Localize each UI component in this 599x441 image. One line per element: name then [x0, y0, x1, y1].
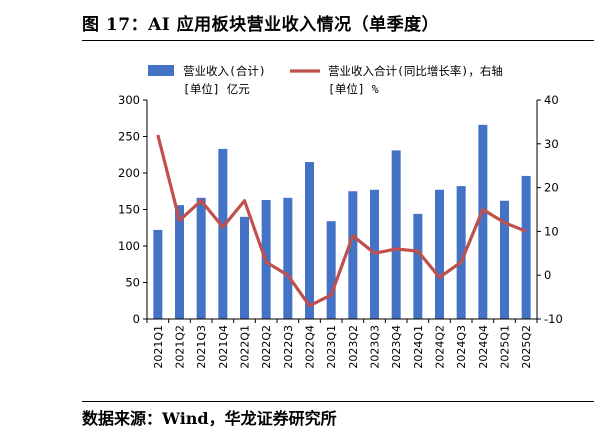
right-tick-label: 0: [544, 268, 551, 282]
figure-title: 图 17：AI 应用板块营业收入情况（单季度）: [82, 15, 440, 35]
x-tick-label: 2023Q2: [347, 325, 360, 369]
bar-2024Q2: [435, 189, 444, 319]
legend-line-unit: [单位] %: [328, 82, 379, 96]
right-tick-label: 40: [544, 93, 559, 107]
bar-2023Q1: [326, 221, 336, 319]
bar-2024Q3: [456, 186, 466, 319]
x-tick-label: 2024Q1: [412, 325, 425, 369]
x-tick-label: 2021Q4: [217, 325, 230, 369]
bar-2022Q4: [305, 162, 314, 319]
x-tick-label: 2025Q1: [499, 325, 512, 369]
left-tick-label: 200: [118, 166, 140, 180]
right-tick-label: 10: [544, 224, 559, 238]
bar-2024Q4: [478, 124, 488, 319]
bar-2024Q1: [413, 213, 423, 319]
figure-source: 数据来源：Wind，华龙证券研究所: [82, 409, 337, 428]
x-tick-label: 2021Q3: [195, 325, 208, 369]
left-tick-label: 300: [118, 93, 140, 107]
left-tick-label: 100: [118, 239, 140, 253]
bar-2021Q4: [218, 148, 228, 319]
axes: 0 50 100 150 200 250 300 -10 0 10 20 30 40 2021Q1 2021…: [118, 93, 563, 369]
source-rule: [82, 401, 594, 402]
x-tick-label: 2023Q4: [390, 325, 403, 369]
x-tick-label: 2021Q2: [174, 325, 187, 369]
legend-line-name: 营业收入合计(同比增长率)，右轴: [328, 64, 503, 78]
bar-series: [153, 124, 531, 319]
legend-bar-swatch: [148, 65, 174, 76]
bar-2021Q2: [175, 205, 184, 319]
x-tick-label: 2022Q3: [282, 325, 295, 369]
bar-2023Q4: [391, 150, 401, 319]
left-tick-label: 50: [125, 276, 140, 290]
bar-2025Q2: [521, 175, 531, 319]
x-tick-label: 2024Q4: [477, 325, 490, 369]
x-tick-label: 2023Q1: [325, 325, 338, 369]
x-tick-label: 2025Q2: [520, 325, 533, 369]
left-tick-label: 150: [118, 203, 140, 217]
legend-bar-unit: [单位] 亿元: [183, 82, 250, 96]
title-rule: [82, 40, 594, 41]
bar-2021Q1: [153, 229, 163, 319]
x-tick-label: 2024Q3: [455, 325, 468, 369]
x-tick-label: 2022Q1: [239, 325, 252, 369]
bar-2021Q3: [196, 197, 206, 319]
legend-bar-name: 营业收入(合计): [183, 64, 266, 78]
bar-2025Q1: [500, 200, 509, 319]
right-tick-label: 20: [544, 181, 559, 195]
legend: 营业收入(合计) [单位] 亿元 营业收入合计(同比增长率)，右轴 [单位] %: [148, 64, 503, 96]
left-tick-label: 250: [118, 130, 140, 144]
x-tick-label: 2024Q2: [434, 325, 447, 369]
right-tick-label: 30: [544, 137, 559, 151]
x-tick-label: 2023Q3: [369, 325, 382, 369]
right-tick-label: -10: [544, 312, 563, 326]
bar-2023Q2: [348, 191, 358, 319]
x-tick-label: 2021Q1: [152, 325, 165, 369]
left-tick-label: 0: [133, 312, 140, 326]
bar-2022Q1: [240, 216, 249, 319]
x-tick-label: 2022Q4: [304, 325, 317, 369]
bar-2022Q3: [283, 197, 293, 319]
growth-line: [156, 134, 527, 308]
x-tick-label: 2022Q2: [260, 325, 273, 369]
line-series: [156, 134, 527, 308]
